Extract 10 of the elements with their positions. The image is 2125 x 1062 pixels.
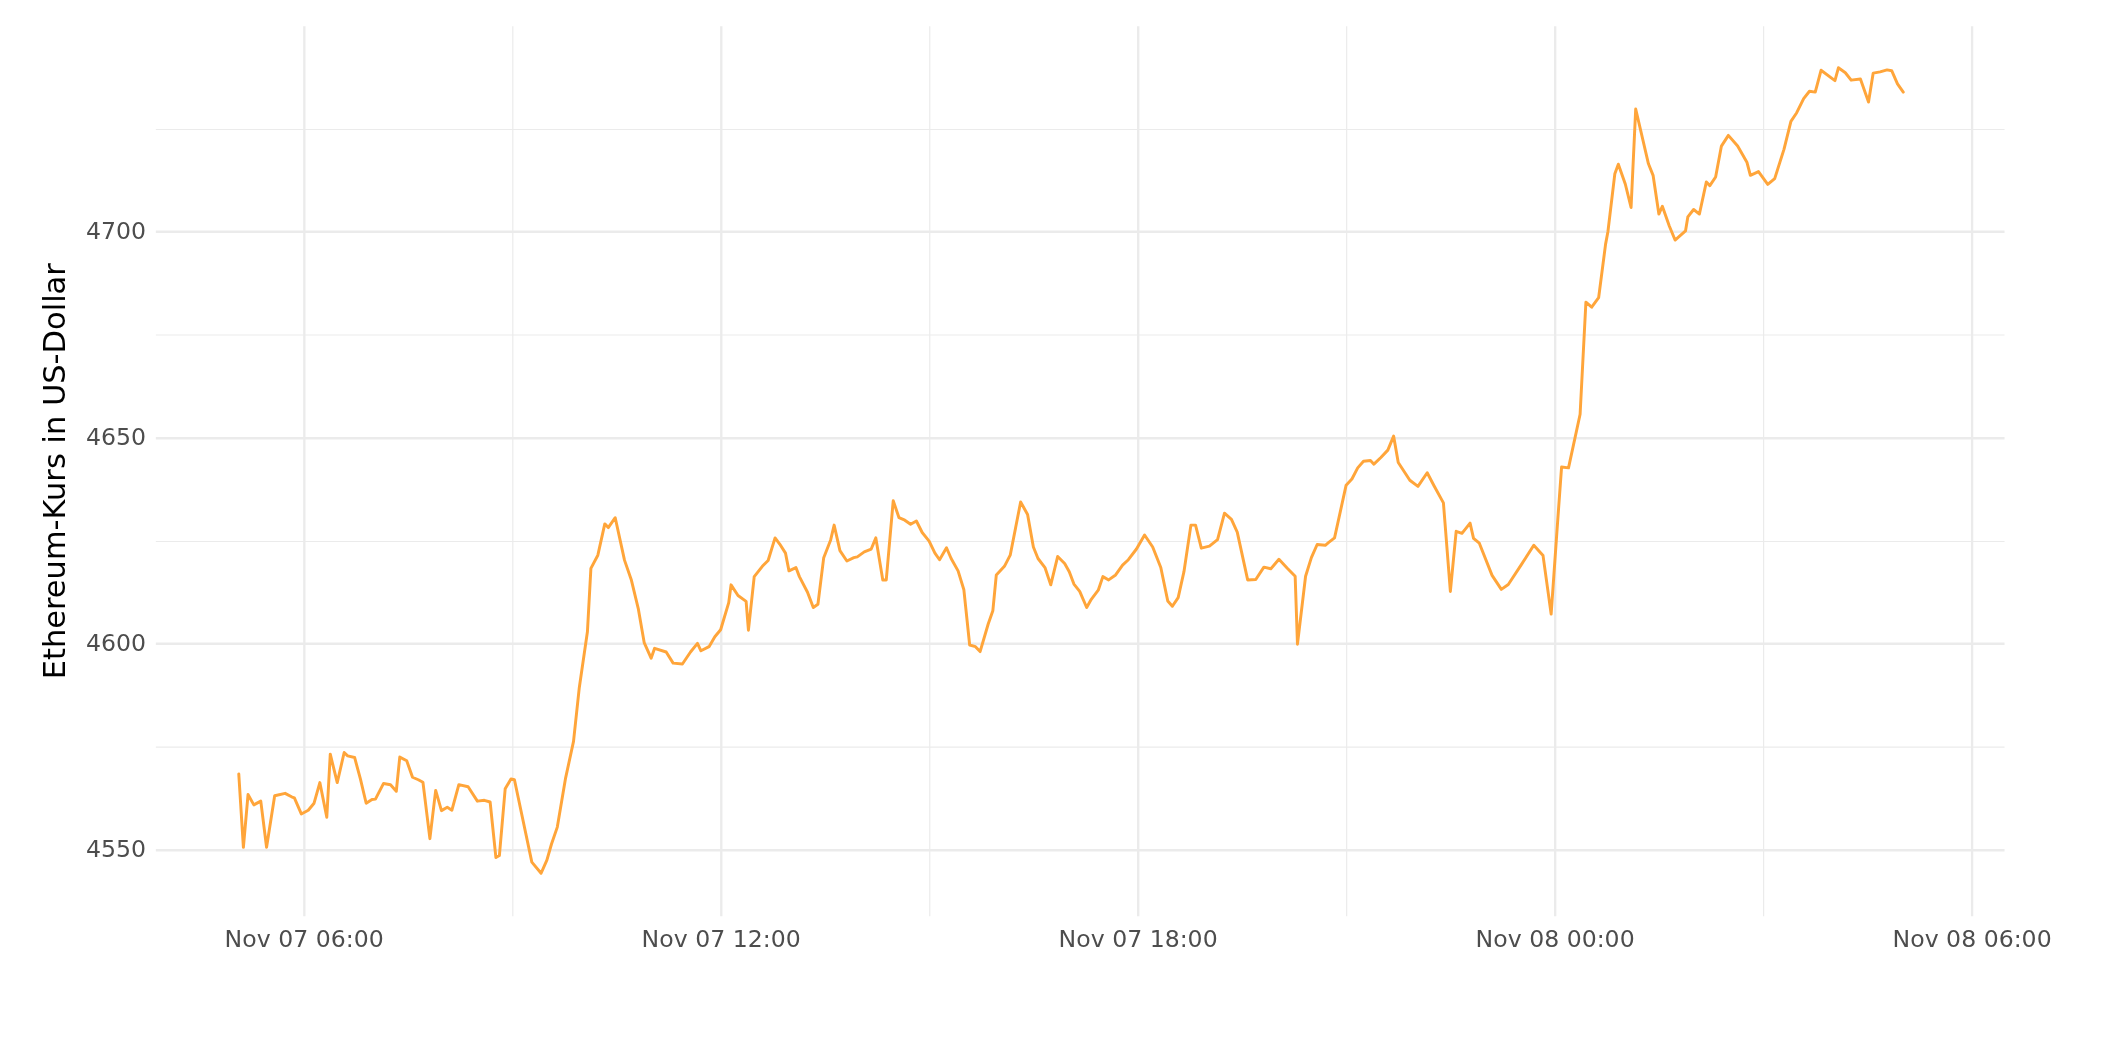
x-tick-label: Nov 08 00:00 [1475, 924, 1635, 953]
x-tick-label: Nov 07 18:00 [1058, 924, 1218, 953]
x-tick-label: Nov 08 06:00 [1892, 924, 2052, 953]
y-tick-label: 4700 [85, 217, 147, 246]
y-axis-title: Ethereum-Kurs in US-Dollar [37, 262, 73, 680]
x-tick-label: Nov 07 06:00 [224, 924, 384, 953]
y-tick-label: 4600 [85, 629, 147, 658]
y-tick-label: 4550 [85, 835, 147, 864]
x-tick-label: Nov 07 12:00 [641, 924, 801, 953]
y-tick-label: 4650 [85, 423, 147, 452]
